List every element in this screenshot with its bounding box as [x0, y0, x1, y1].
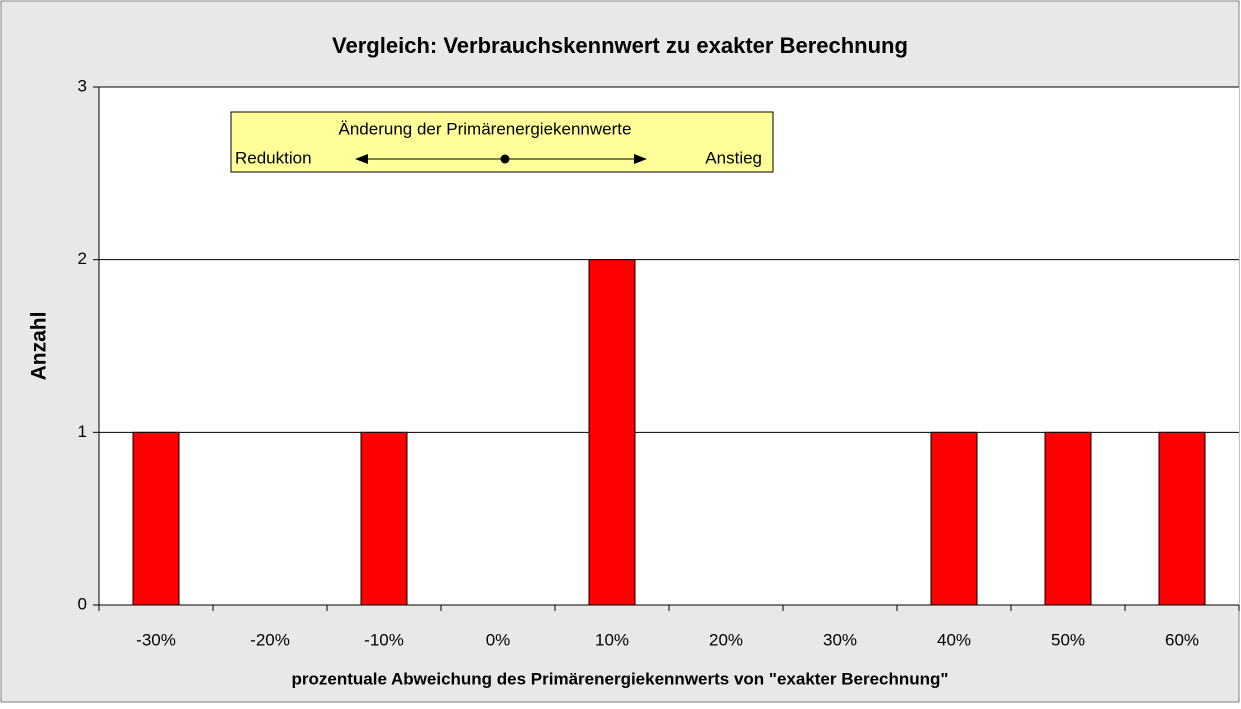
y-tick-label: 3	[78, 76, 87, 95]
chart-title: Vergleich: Verbrauchskennwert zu exakter…	[332, 33, 908, 58]
x-tick-label: 50%	[1051, 630, 1085, 649]
x-tick-label: -30%	[136, 630, 176, 649]
x-tick-label: 40%	[937, 630, 971, 649]
bar	[132, 431, 180, 606]
arrow-head	[634, 154, 647, 164]
bar	[1044, 431, 1092, 606]
x-tick-label: 20%	[709, 630, 743, 649]
arrow-head	[355, 154, 368, 164]
arrow-origin	[500, 154, 510, 164]
x-tick-label: 30%	[823, 630, 857, 649]
x-tick-label: -10%	[364, 630, 404, 649]
y-tick-label: 1	[78, 422, 87, 441]
y-axis-label: Anzahl	[28, 312, 51, 381]
x-tick-label: 60%	[1165, 630, 1199, 649]
x-tick-label: 0%	[486, 630, 511, 649]
x-tick-label: 10%	[595, 630, 629, 649]
bar	[360, 431, 408, 606]
bar	[588, 259, 636, 606]
annotation-title: Änderung der Primärenergiekennwerte	[339, 119, 632, 138]
bar	[930, 431, 978, 606]
y-tick-label: 0	[78, 594, 87, 613]
x-tick-label: -20%	[250, 630, 290, 649]
y-tick-label: 2	[78, 249, 87, 268]
bar	[1158, 431, 1206, 606]
annotation-left: Reduktion	[235, 148, 312, 167]
annotation-right: Anstieg	[705, 148, 762, 167]
x-axis-label: prozentuale Abweichung des Primärenergie…	[292, 669, 949, 688]
